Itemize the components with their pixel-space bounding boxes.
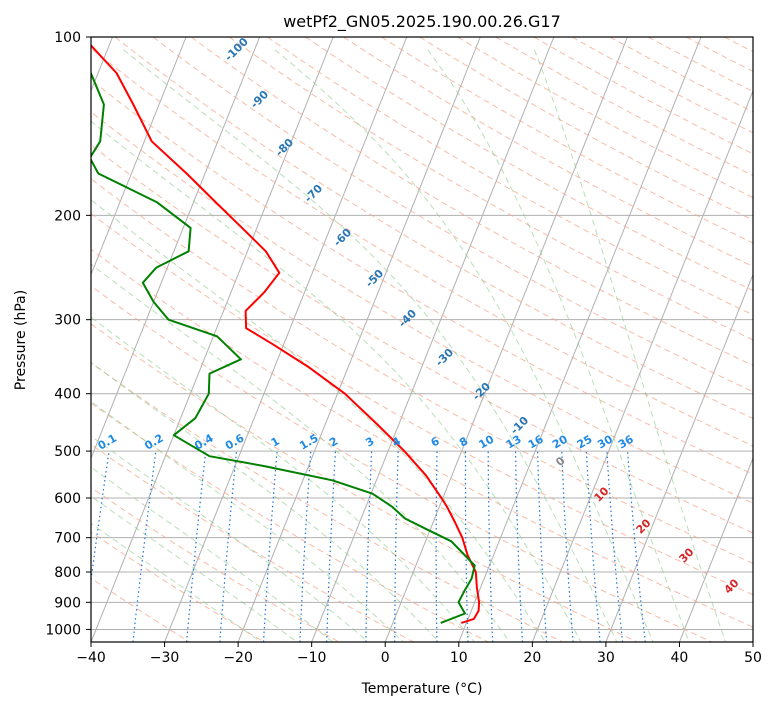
y-tick-label: 100 — [54, 30, 81, 46]
y-tick-label: 500 — [54, 444, 81, 460]
x-tick-label: −30 — [150, 650, 180, 666]
y-tick-label: 900 — [54, 595, 81, 611]
x-tick-label: 50 — [744, 650, 762, 666]
y-tick-label: 700 — [54, 531, 81, 547]
x-tick-label: −40 — [76, 650, 106, 666]
y-tick-label: 200 — [54, 208, 81, 224]
x-axis-label: Temperature (°C) — [361, 681, 483, 697]
chart-title: wetPf2_GN05.2025.190.00.26.G17 — [283, 12, 561, 32]
y-tick-label: 600 — [54, 491, 81, 507]
y-tick-label: 300 — [54, 313, 81, 329]
x-tick-label: 40 — [671, 650, 689, 666]
y-tick-label: 800 — [54, 565, 81, 581]
x-tick-label: 0 — [381, 650, 390, 666]
x-tick-label: −20 — [223, 650, 253, 666]
y-axis-label: Pressure (hPa) — [13, 290, 29, 390]
x-tick-label: 30 — [597, 650, 615, 666]
y-tick-label: 1000 — [45, 622, 81, 638]
y-tick-label: 400 — [54, 387, 81, 403]
x-tick-label: −10 — [297, 650, 327, 666]
x-tick-label: 10 — [450, 650, 468, 666]
x-tick-label: 20 — [523, 650, 541, 666]
